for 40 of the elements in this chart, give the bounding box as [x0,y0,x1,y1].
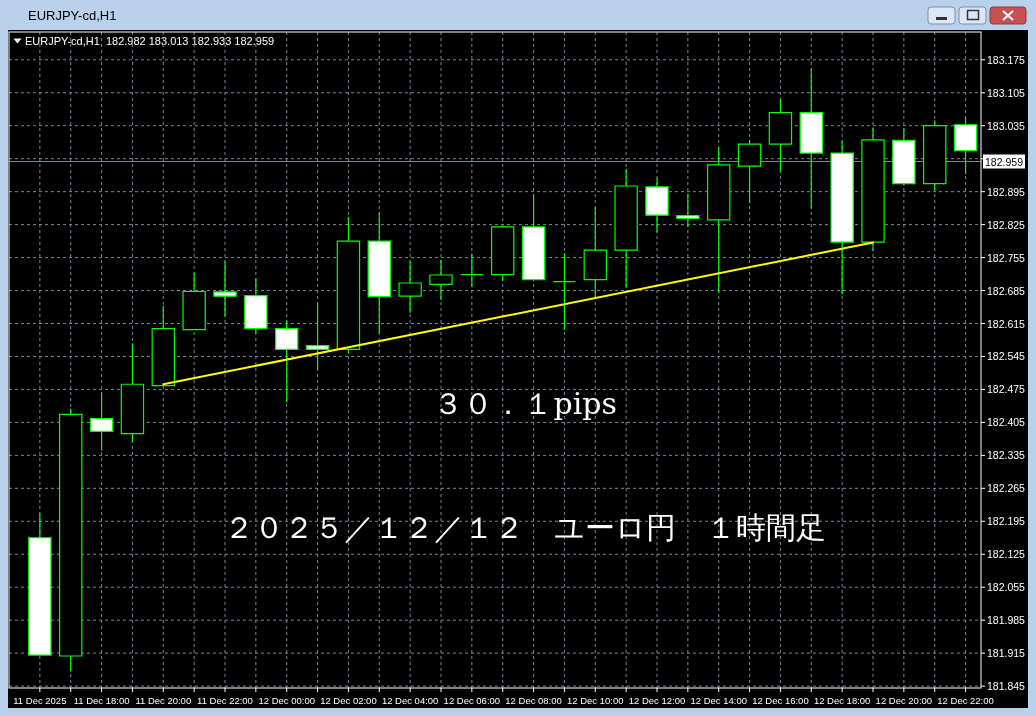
x-tick-label: 12 Dec 06:00 [443,694,501,706]
x-tick-label: 11 Dec 2025 [13,694,67,706]
y-tick-label: 182.265 [987,482,1025,495]
x-tick-label: 12 Dec 08:00 [505,694,562,706]
x-tick-label: 11 Dec 18:00 [73,694,130,706]
y-tick-label: 182.405 [987,416,1025,429]
y-tick-label: 182.825 [987,218,1025,231]
annotation: ２０２５／１２／１２ ユーロ円 １時間足 [224,510,827,546]
x-tick-label: 12 Dec 00:00 [258,694,315,706]
x-tick-label: 12 Dec 12:00 [628,694,686,706]
x-tick-label: 11 Dec 22:00 [197,694,253,706]
x-tick-label: 12 Dec 22:00 [937,694,994,706]
y-tick-label: 183.035 [987,119,1025,132]
y-tick-label: 181.845 [987,680,1025,693]
y-tick-label: 183.105 [987,86,1025,99]
x-tick-label: 12 Dec 18:00 [813,694,871,706]
x-tick-label: 12 Dec 16:00 [752,694,809,706]
y-tick-label: 181.985 [987,614,1025,627]
x-tick-label: 11 Dec 20:00 [135,694,192,706]
y-tick-label: 182.615 [987,317,1025,330]
subtitle: EURJPY-cd,H1 182.982 183.013 182.933 182.959 [25,35,275,47]
title: EURJPY-cd,H1 [28,8,117,23]
y-tick-label: 183.175 [987,53,1025,66]
y-tick-label: 182.055 [987,581,1025,594]
y-tick-label: 182.685 [987,284,1025,297]
x-tick-label: 12 Dec 10:00 [567,694,624,706]
x-tick-label: 12 Dec 02:00 [320,694,377,706]
y-tick-label: 182.895 [987,185,1025,198]
y-tick-label: 181.915 [987,647,1025,660]
y-tick-label: 182.195 [987,515,1025,528]
y-tick-label: 182.755 [987,251,1025,264]
y-tick-label: 182.335 [987,449,1025,462]
y-tick-label: 182.475 [987,383,1025,396]
x-tick-label: 12 Dec 04:00 [381,694,439,706]
ref-line-label: 182.959 [985,155,1023,168]
y-tick-label: 182.545 [987,350,1025,363]
x-tick-label: 12 Dec 14:00 [690,694,747,706]
annotation: ３０．１pips [433,385,617,421]
y-tick-label: 182.125 [987,548,1025,561]
x-tick-label: 12 Dec 20:00 [875,694,933,706]
